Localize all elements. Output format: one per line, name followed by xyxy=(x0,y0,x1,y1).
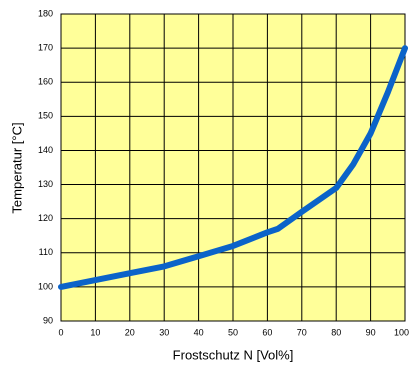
y-tick-label: 170 xyxy=(38,42,53,52)
y-tick-label: 140 xyxy=(38,145,53,155)
x-tick-label: 30 xyxy=(159,327,169,337)
x-tick-label: 100 xyxy=(394,327,409,337)
y-tick-label: 120 xyxy=(38,213,53,223)
y-tick-label: 90 xyxy=(43,315,53,325)
line xyxy=(58,45,408,290)
x-tick-label: 70 xyxy=(297,327,307,337)
y-tick-label: 130 xyxy=(38,179,53,189)
y-tick-label: 150 xyxy=(38,111,53,121)
y-tick-label: 160 xyxy=(38,77,53,87)
y-axis-title: Temperatur [°C] xyxy=(9,122,24,213)
x-axis-title: Frostschutz N [Vol%] xyxy=(173,347,294,362)
x-tick-label: 0 xyxy=(58,327,63,337)
x-tick-label: 40 xyxy=(194,327,204,337)
y-tick-label: 110 xyxy=(39,247,53,257)
y-tick-label: 180 xyxy=(38,8,53,18)
x-tick-label: 90 xyxy=(366,327,376,337)
x-tick-label: 60 xyxy=(262,327,272,337)
x-tick-label: 20 xyxy=(125,327,135,337)
y-tick-label: 100 xyxy=(38,281,53,291)
x-tick-label: 10 xyxy=(90,327,100,337)
x-tick-label: 50 xyxy=(228,327,238,337)
x-tick-label: 80 xyxy=(331,327,341,337)
